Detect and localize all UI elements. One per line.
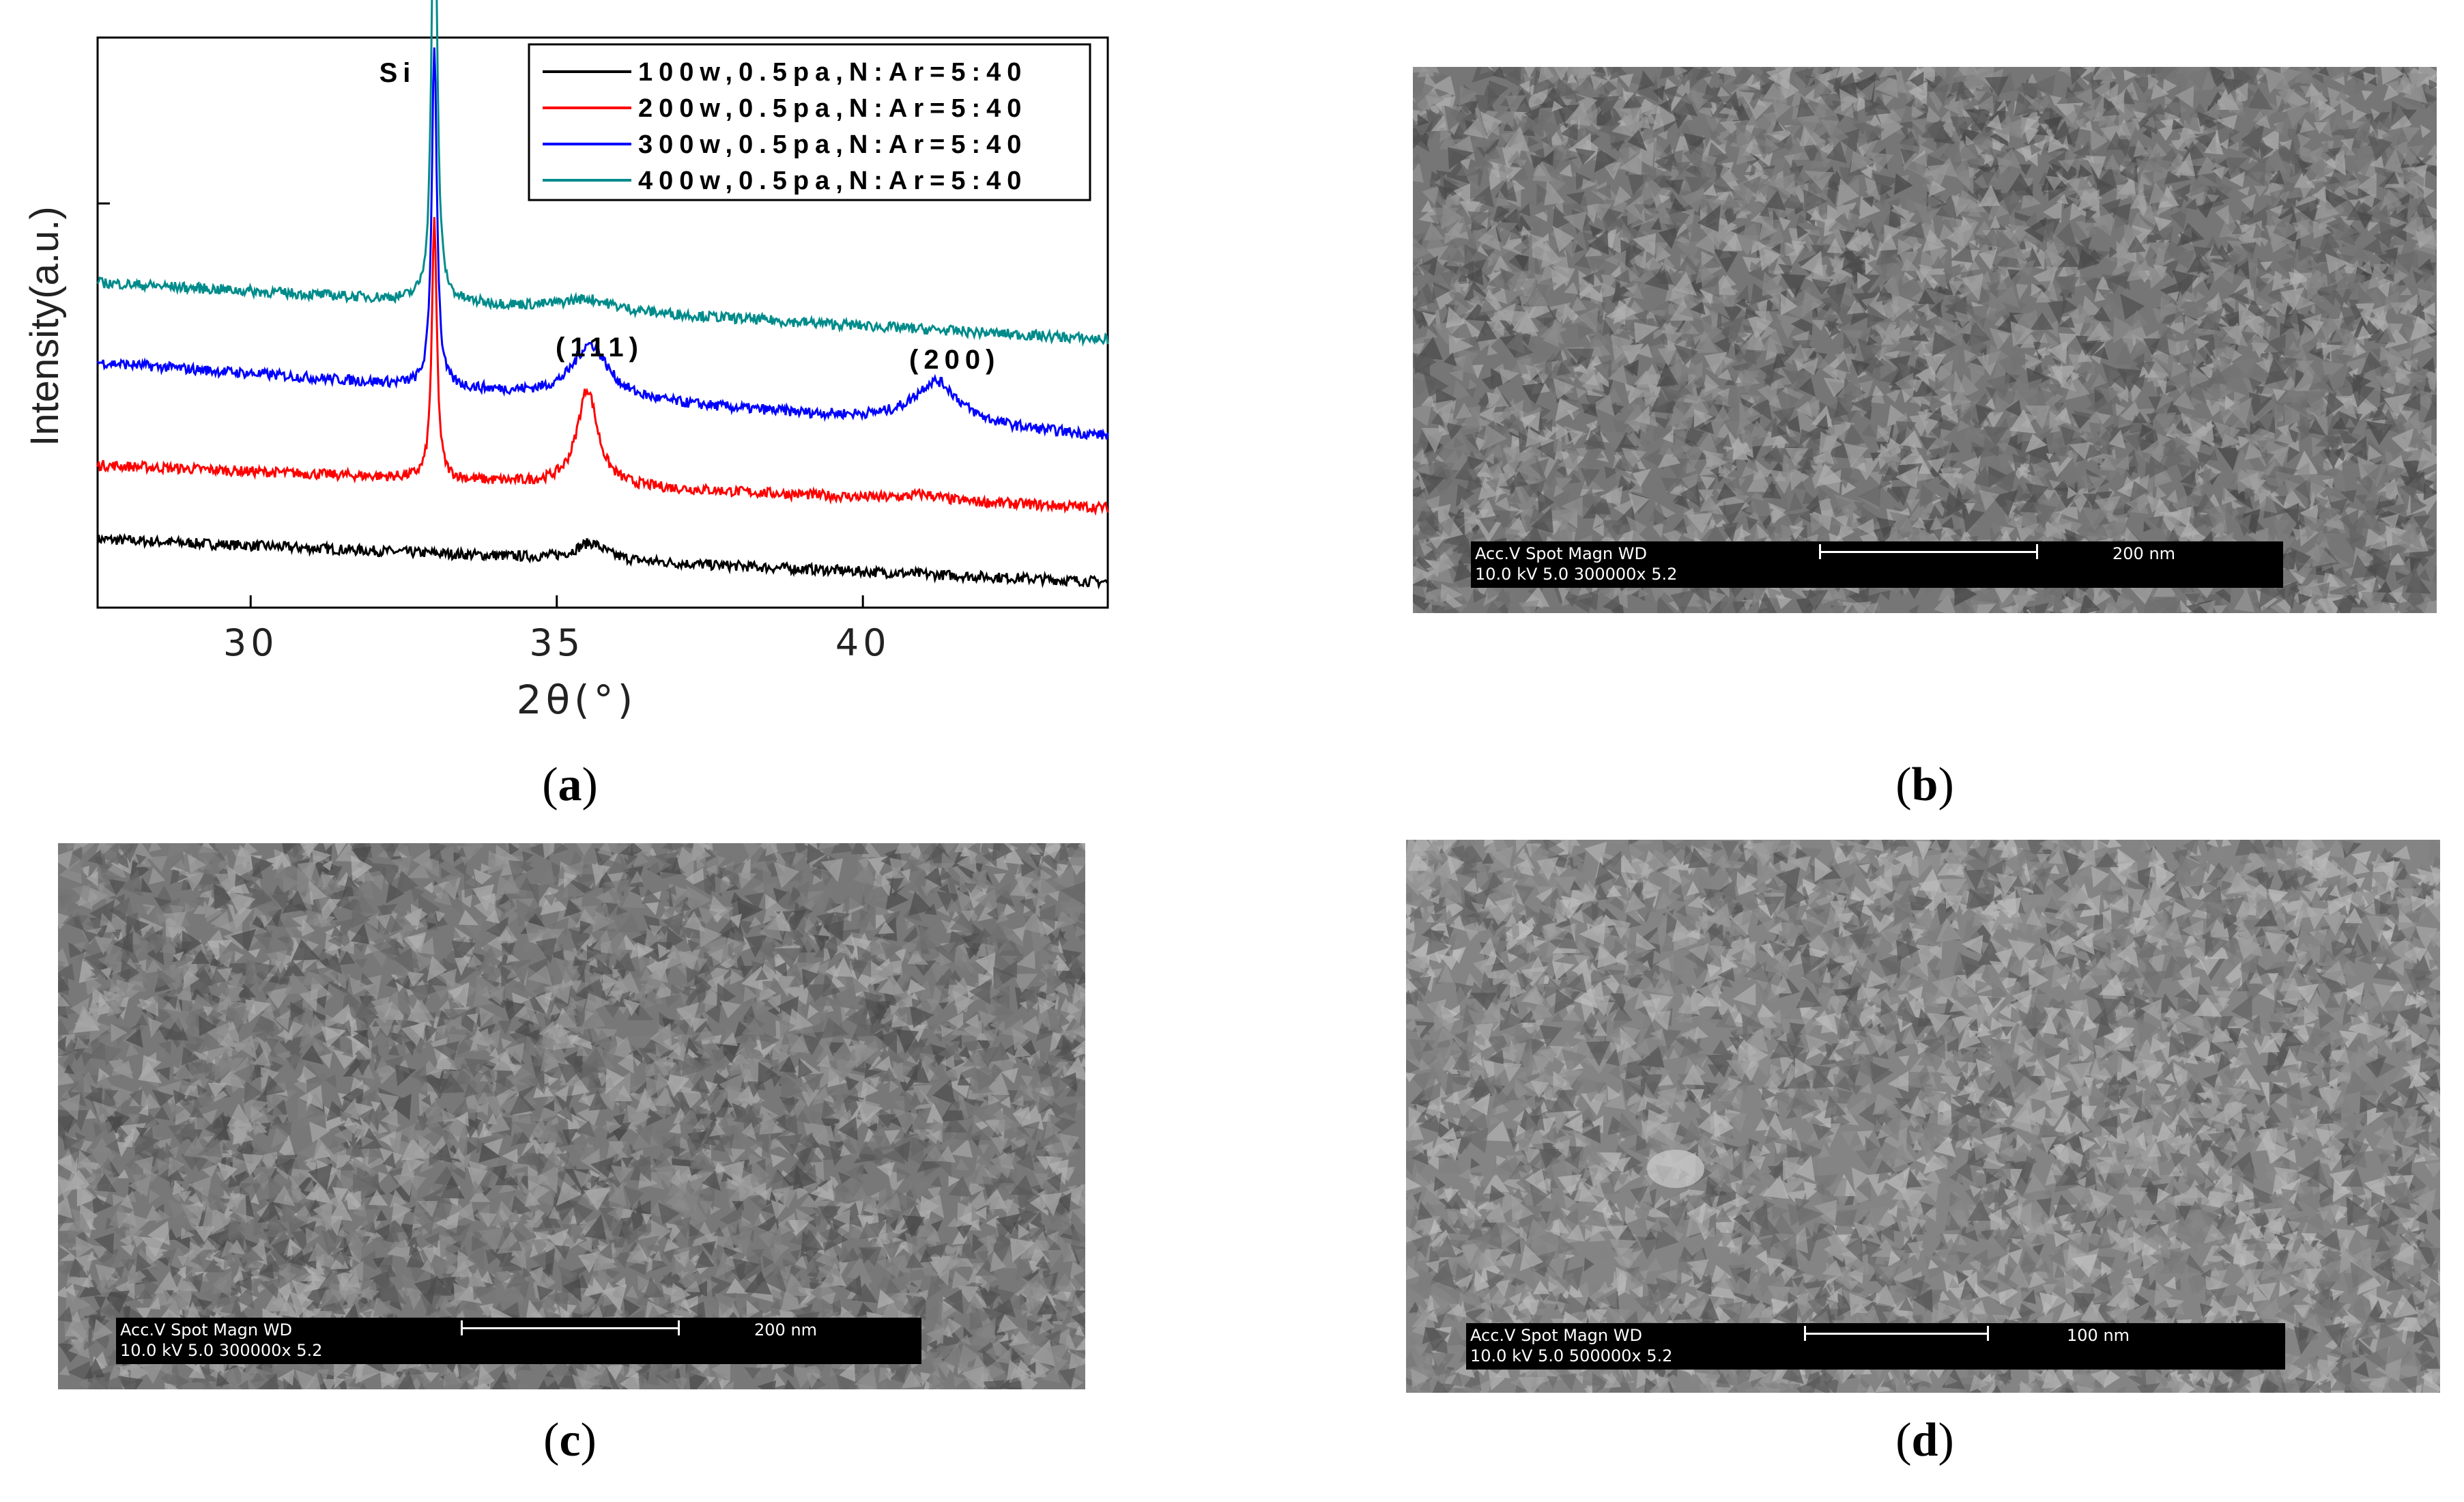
scale-bar-b: Acc.V Spot Magn WD 10.0 kV 5.0 300000x 5… — [1471, 541, 2283, 588]
series-layer — [96, 0, 1109, 590]
legend-box — [528, 43, 1091, 201]
scale-bar-row2: 10.0 kV 5.0 300000x 5.2 — [120, 1341, 323, 1360]
y-axis-label: Intensity(a.u.) — [23, 206, 67, 446]
peak-annotation: Si — [379, 58, 416, 88]
scale-bar-c: Acc.V Spot Magn WD 10.0 kV 5.0 300000x 5… — [116, 1318, 921, 1364]
peak-annotation: (111) — [556, 332, 644, 363]
x-axis-label: 2θ(°) — [517, 677, 638, 723]
scale-bar-row1: Acc.V Spot Magn WD — [1470, 1326, 1642, 1345]
scale-bar-d: Acc.V Spot Magn WD 10.0 kV 5.0 500000x 5… — [1466, 1323, 2285, 1370]
scale-bar-row2: 10.0 kV 5.0 300000x 5.2 — [1475, 565, 1678, 584]
scale-bar-length: 200 nm — [754, 1320, 818, 1340]
legend-entry: 300w,0.5pa,N:Ar=5:40 — [638, 130, 1027, 159]
sem-image-d: Acc.V Spot Magn WD 10.0 kV 5.0 500000x 5… — [1406, 840, 2440, 1393]
sem-texture-c — [58, 843, 1085, 1389]
panel-label-c: (c) — [543, 1414, 597, 1466]
xrd-chart: 30 35 40 100w,0.5pa,N:Ar=5:40 200w,0.5pa,N:… — [23, 0, 1109, 723]
peak-annotation: (200) — [909, 345, 1000, 375]
x-tick-label: 35 — [529, 621, 584, 664]
legend-entry: 400w,0.5pa,N:Ar=5:40 — [638, 167, 1027, 195]
x-tick-label: 30 — [223, 621, 278, 664]
legend-entry: 100w,0.5pa,N:Ar=5:40 — [638, 58, 1027, 87]
scale-bar-row2: 10.0 kV 5.0 500000x 5.2 — [1470, 1346, 1673, 1365]
ticks-layer: 30 35 40 — [98, 202, 891, 664]
series-line-3 — [96, 47, 1109, 440]
panel-label-b: (b) — [1895, 759, 1954, 811]
sem-texture-d — [1406, 840, 2440, 1393]
x-tick-label: 40 — [835, 621, 891, 664]
annotations: Si (111) (200) — [379, 58, 1000, 375]
scale-bar-length: 100 nm — [2067, 1326, 2130, 1345]
series-line-4 — [96, 0, 1109, 348]
panel-label-a: (a) — [542, 759, 598, 811]
plot-frame — [96, 36, 1109, 609]
scale-bar-row1: Acc.V Spot Magn WD — [1475, 544, 1647, 563]
scale-bar-row1: Acc.V Spot Magn WD — [120, 1320, 292, 1340]
legend-entry: 200w,0.5pa,N:Ar=5:40 — [638, 94, 1027, 123]
scale-bar-length: 200 nm — [2112, 544, 2176, 563]
series-line-1 — [96, 533, 1109, 590]
series-line-2 — [96, 217, 1109, 516]
panel-label-d: (d) — [1895, 1414, 1954, 1466]
legend: 100w,0.5pa,N:Ar=5:40 200w,0.5pa,N:Ar=5:40… — [528, 43, 1091, 201]
sem-texture-b — [1413, 67, 2437, 613]
sem-image-c: Acc.V Spot Magn WD 10.0 kV 5.0 300000x 5… — [58, 843, 1085, 1389]
sem-image-b: Acc.V Spot Magn WD 10.0 kV 5.0 300000x 5… — [1413, 67, 2437, 613]
